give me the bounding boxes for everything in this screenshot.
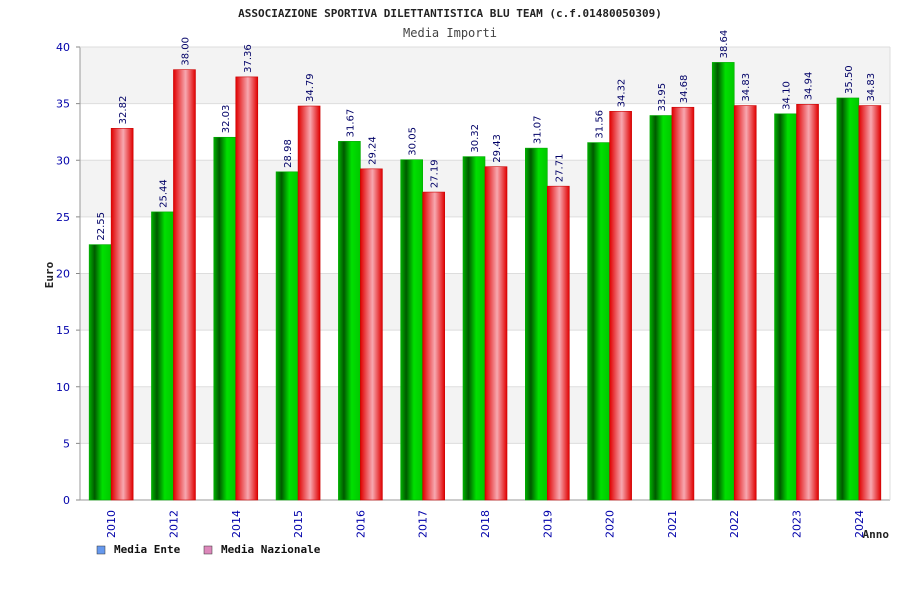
value-label: 34.83 — [741, 73, 752, 102]
x-tick-label: 2012 — [167, 510, 180, 538]
bar-media-ente-2017 — [400, 159, 423, 501]
value-label: 22.55 — [96, 212, 107, 241]
y-tick-label: 15 — [56, 324, 70, 337]
value-labels: 22.55 32.82 25.44 38.00 32.03 37.36 28.98 34.79… — [96, 30, 877, 241]
value-label: 34.94 — [804, 72, 815, 101]
value-label: 34.83 — [866, 73, 877, 102]
bar-media-nazionale-2015 — [297, 105, 321, 501]
y-axis-ticks: 0 5 10 15 20 25 30 35 40 — [56, 41, 70, 507]
value-label: 38.64 — [719, 30, 730, 59]
value-label: 32.82 — [118, 96, 129, 125]
x-axis-label: Anno — [863, 528, 890, 541]
chart-title: ASSOCIAZIONE SPORTIVA DILETTANTISTICA BL… — [238, 7, 662, 20]
x-tick-label: 2024 — [853, 510, 866, 538]
bar-media-ente-2019 — [525, 147, 548, 501]
value-label: 31.07 — [532, 115, 543, 144]
bar-media-ente-2018 — [462, 156, 486, 501]
legend: Media Ente Media Nazionale — [96, 543, 321, 556]
x-tick-label: 2018 — [479, 510, 492, 538]
bar-media-nazionale-2012 — [173, 69, 196, 501]
value-label: 30.05 — [408, 127, 419, 156]
x-tick-label: 2023 — [791, 510, 804, 538]
bar-media-nazionale-2021 — [671, 106, 695, 501]
bar-media-nazionale-2014 — [235, 76, 259, 501]
y-tick-label: 10 — [56, 381, 70, 394]
bar-media-nazionale-2022 — [733, 105, 757, 501]
bar-media-nazionale-2019 — [547, 185, 570, 501]
x-tick-label: 2017 — [417, 510, 430, 538]
x-tick-label: 2022 — [728, 510, 741, 538]
bar-media-ente-2024 — [836, 97, 860, 501]
value-label: 34.68 — [679, 75, 690, 104]
plot-band — [80, 103, 890, 161]
value-label: 28.98 — [283, 139, 294, 168]
bar-media-nazionale-2020 — [609, 111, 632, 501]
bar-media-nazionale-2018 — [484, 166, 508, 501]
value-label: 25.44 — [158, 179, 169, 208]
value-label: 38.00 — [180, 37, 191, 66]
y-tick-label: 40 — [56, 41, 70, 54]
legend-label-media-ente: Media Ente — [114, 543, 181, 556]
value-label: 34.10 — [782, 81, 793, 110]
legend-swatch-media-ente — [96, 545, 106, 555]
x-tick-label: 2015 — [292, 510, 305, 538]
bar-media-nazionale-2010 — [110, 128, 134, 501]
x-tick-label: 2021 — [666, 510, 679, 538]
legend-label-media-nazionale: Media Nazionale — [221, 543, 321, 556]
bar-media-nazionale-2024 — [858, 105, 882, 501]
bar-media-ente-2014 — [213, 136, 237, 501]
value-label: 29.24 — [367, 136, 378, 165]
value-label: 30.32 — [470, 124, 481, 153]
y-tick-label: 0 — [63, 494, 70, 507]
chart-subtitle: Media Importi — [403, 26, 497, 40]
y-axis-label: Euro — [43, 261, 56, 288]
bar-media-ente-2010 — [88, 244, 112, 501]
bar-media-nazionale-2023 — [796, 104, 819, 501]
bar-media-ente-2021 — [649, 115, 673, 501]
bar-media-ente-2015 — [275, 171, 299, 501]
x-tick-label: 2020 — [604, 510, 617, 538]
value-label: 31.56 — [595, 110, 606, 139]
y-tick-label: 30 — [56, 154, 70, 167]
bar-media-nazionale-2017 — [422, 191, 445, 501]
bar-media-ente-2012 — [151, 211, 174, 501]
x-tick-label: 2014 — [230, 510, 243, 538]
bar-media-ente-2023 — [774, 113, 797, 501]
x-tick-label: 2010 — [105, 510, 118, 538]
legend-swatch-media-nazionale — [203, 545, 213, 555]
value-label: 37.36 — [243, 44, 254, 73]
value-label: 34.79 — [305, 73, 316, 102]
y-tick-label: 25 — [56, 211, 70, 224]
value-label: 32.03 — [221, 105, 232, 134]
y-tick-label: 35 — [56, 98, 70, 111]
x-axis-ticks: 2010 2012 2014 2015 2016 2017 2018 2019 2020 2021… — [105, 510, 866, 538]
value-label: 34.32 — [617, 79, 628, 108]
value-label: 35.50 — [844, 65, 855, 94]
value-label: 27.71 — [554, 154, 565, 183]
bars — [88, 62, 882, 501]
value-label: 29.43 — [492, 134, 503, 163]
y-tick-label: 20 — [56, 268, 70, 281]
plot-band — [80, 47, 890, 104]
value-label: 33.95 — [657, 83, 668, 112]
bar-media-ente-2020 — [587, 142, 610, 501]
x-tick-label: 2019 — [541, 510, 554, 538]
y-tick-label: 5 — [63, 437, 70, 450]
value-label: 27.19 — [430, 159, 441, 188]
bar-media-ente-2022 — [711, 62, 735, 501]
bar-media-nazionale-2016 — [360, 168, 383, 501]
x-tick-label: 2016 — [354, 510, 367, 538]
bar-media-ente-2016 — [338, 141, 361, 501]
value-label: 31.67 — [345, 109, 356, 138]
